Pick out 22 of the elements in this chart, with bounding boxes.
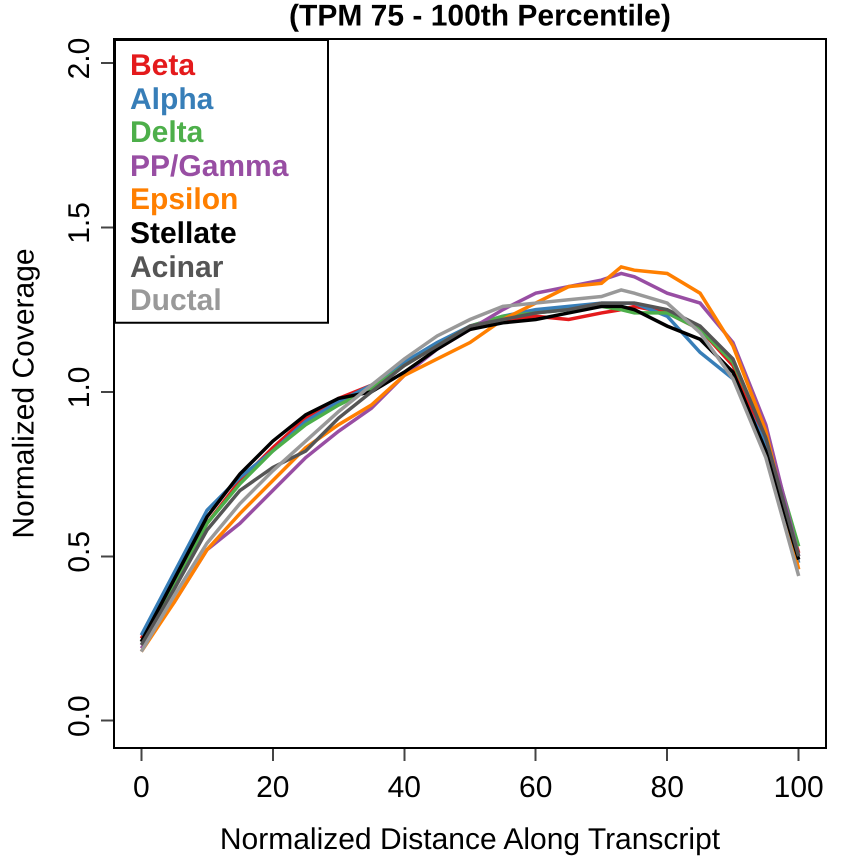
y-tick-label: 1.5: [63, 202, 96, 244]
y-tick-label: 0.5: [63, 530, 96, 573]
text: Beta: [130, 49, 196, 82]
x-tick-label: 80: [650, 771, 684, 804]
y-tick-label: 0.0: [63, 695, 96, 738]
text: Delta: [130, 116, 204, 149]
x-tick-label: 60: [519, 771, 552, 804]
chart-title: (TPM 75 - 100th Percentile): [289, 0, 671, 32]
x-axis-title: Normalized Distance Along Transcript: [220, 823, 721, 856]
y-tick-label: 1.0: [63, 366, 96, 408]
text: Stellate: [130, 217, 237, 250]
x-tick-label: 100: [774, 771, 824, 804]
text: Epsilon: [130, 183, 238, 216]
y-axis-title: Normalized Coverage: [8, 248, 40, 539]
x-tick-label: 40: [388, 771, 421, 804]
x-tick-label: 0: [132, 771, 150, 804]
text: Alpha: [130, 83, 214, 116]
text: Ductal: [130, 284, 222, 317]
y-tick-label: 2.0: [63, 38, 96, 80]
text: Acinar: [130, 251, 224, 284]
text: PP/Gamma: [130, 150, 289, 183]
x-tick-label: 20: [256, 771, 290, 804]
